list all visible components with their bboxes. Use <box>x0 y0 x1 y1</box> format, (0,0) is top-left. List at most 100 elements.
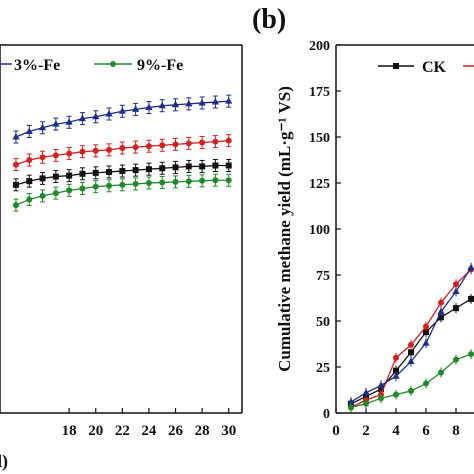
left-data-point <box>79 185 86 192</box>
left-data-point <box>172 164 179 171</box>
right-data-point <box>348 404 354 411</box>
right-data-point <box>438 369 444 376</box>
left-data-point <box>119 181 126 188</box>
right-data-point <box>438 314 444 321</box>
left-data-point <box>119 168 126 175</box>
right-data-point <box>393 367 399 374</box>
left-data-point <box>79 170 86 177</box>
legend-label-3fe: 3%-Fe <box>14 57 60 74</box>
left-data-point <box>225 97 233 104</box>
right-data-point <box>378 395 384 402</box>
left-x-tick-label: 18 <box>62 423 77 439</box>
left-data-point <box>92 169 99 176</box>
left-data-point <box>65 118 73 125</box>
left-data-point <box>26 196 33 203</box>
left-x-tick-label: 28 <box>195 423 210 439</box>
left-x-tick-label: 20 <box>88 423 103 439</box>
left-data-point <box>185 140 192 147</box>
right-y-tick-label: 100 <box>309 223 330 238</box>
left-data-point <box>26 178 33 185</box>
right-data-point <box>392 372 400 379</box>
left-data-point <box>185 178 192 185</box>
right-x-tick-label: 4 <box>392 423 400 439</box>
left-data-point <box>92 112 100 120</box>
left-data-point <box>105 110 113 117</box>
right-y-tick-label: 75 <box>316 269 330 284</box>
left-data-point <box>79 148 86 155</box>
right-y-tick-label: 50 <box>316 315 330 330</box>
left-x-tick-label: 26 <box>168 423 184 439</box>
right-data-point <box>377 381 385 388</box>
right-data-point <box>423 323 429 330</box>
left-data-point <box>225 177 232 184</box>
left-data-point <box>172 178 179 185</box>
left-data-point <box>172 141 179 148</box>
left-data-point <box>78 114 87 122</box>
left-data-point <box>39 192 46 199</box>
left-data-point <box>12 133 20 140</box>
left-data-point <box>106 146 113 153</box>
left-data-point <box>199 163 206 170</box>
left-data-point <box>52 190 59 197</box>
left-data-point <box>66 150 73 157</box>
left-data-point <box>12 161 19 168</box>
left-data-point <box>199 177 206 184</box>
left-data-point <box>12 181 19 188</box>
right-data-point <box>347 397 355 405</box>
left-data-point <box>106 168 113 175</box>
left-data-point <box>212 162 219 169</box>
left-data-point <box>52 120 60 127</box>
right-data-point <box>408 349 414 356</box>
left-data-point <box>52 173 59 180</box>
left-x-label: (d) <box>0 451 8 472</box>
right-data-point <box>407 357 415 364</box>
right-data-point <box>363 400 369 407</box>
left-x-tick-label: 22 <box>115 423 130 439</box>
left-data-point <box>145 103 153 111</box>
left-data-point <box>66 187 73 194</box>
left-data-point <box>198 98 206 106</box>
right-data-point <box>467 263 474 271</box>
left-data-point <box>199 139 206 146</box>
right-data-point <box>453 305 459 312</box>
legend-marker-ck <box>393 63 399 69</box>
right-data-point <box>438 299 444 306</box>
left-data-point <box>26 157 33 163</box>
left-data-point <box>211 98 220 105</box>
left-panel: 18 20 22 24 26 28 30 3%-Fe 9%-Fe (d) <box>0 44 243 472</box>
right-data-point <box>393 354 399 361</box>
right-data-point <box>362 388 370 396</box>
right-y-label: Cumulative methane yield (mL·g⁻¹ VS) <box>275 86 294 372</box>
legend-marker-9fe <box>110 61 116 67</box>
right-y-tick-label: 150 <box>309 131 330 146</box>
left-data-point <box>132 144 139 151</box>
left-data-point <box>92 147 99 154</box>
left-data-point <box>225 137 232 144</box>
left-data-point <box>145 180 152 186</box>
right-y-tick-label: 25 <box>316 361 330 376</box>
left-data-point <box>159 179 166 186</box>
left-data-point <box>25 127 33 134</box>
right-x-tick-label: 2 <box>362 423 370 439</box>
right-data-point <box>437 307 445 315</box>
right-data-point <box>423 329 429 336</box>
left-data-point <box>225 162 232 169</box>
right-y-tick-label: 175 <box>309 85 330 100</box>
panel-label-b: (b) <box>252 4 286 35</box>
left-data-point <box>158 101 166 109</box>
left-data-point <box>145 143 152 150</box>
left-data-point <box>39 175 46 182</box>
right-data-point <box>452 287 460 295</box>
right-data-point <box>453 281 459 288</box>
right-legend: CK <box>378 59 474 76</box>
left-data-point <box>39 154 46 161</box>
left-data-point <box>185 163 192 170</box>
left-data-point <box>118 107 126 114</box>
left-data-point <box>12 202 19 209</box>
right-data-point <box>408 341 414 348</box>
left-data-point <box>38 123 47 131</box>
left-data-point <box>159 165 166 172</box>
left-x-tick-label: 30 <box>221 423 236 439</box>
right-x-tick-label: 8 <box>452 423 460 439</box>
